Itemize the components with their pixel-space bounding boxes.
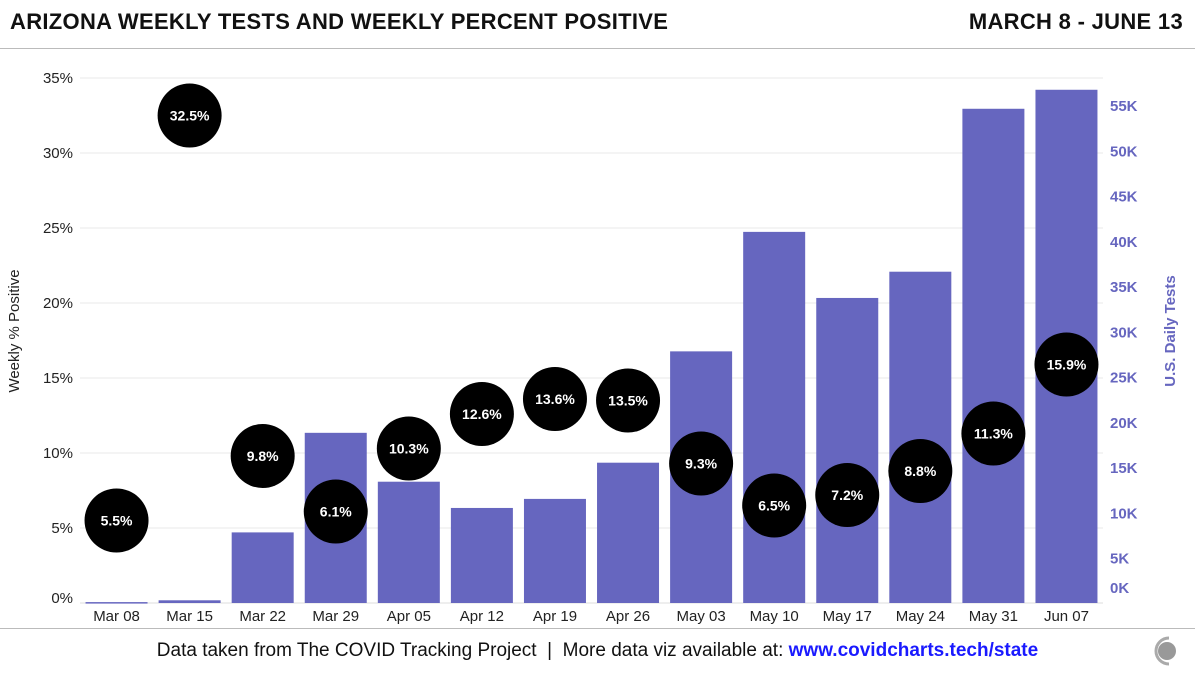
bar bbox=[816, 297, 879, 603]
chart-title: ARIZONA WEEKLY TESTS AND WEEKLY PERCENT … bbox=[10, 9, 669, 34]
bar bbox=[377, 481, 440, 603]
y2-tick-label: 30K bbox=[1110, 324, 1138, 341]
x-tick-label: May 31 bbox=[969, 608, 1018, 625]
percent-label: 5.5% bbox=[101, 513, 133, 529]
x-tick-label: Apr 05 bbox=[387, 608, 431, 625]
bar bbox=[231, 532, 294, 603]
footer: Data taken from The COVID Tracking Proje… bbox=[0, 628, 1195, 674]
bar bbox=[889, 271, 952, 603]
percent-label: 13.6% bbox=[535, 391, 575, 407]
y-tick-label: 35% bbox=[43, 70, 73, 87]
bar bbox=[962, 108, 1025, 603]
y2-tick-label: 55K bbox=[1110, 98, 1138, 115]
x-tick-label: Mar 22 bbox=[239, 608, 286, 625]
percent-marker bbox=[815, 463, 880, 527]
y2-tick-label: 0K bbox=[1110, 580, 1129, 597]
percent-marker bbox=[596, 368, 661, 433]
date-range: MARCH 8 - JUNE 13 bbox=[968, 9, 1183, 34]
bar bbox=[85, 602, 148, 604]
y2-tick-label: 50K bbox=[1110, 143, 1138, 160]
bar bbox=[743, 231, 806, 603]
y-tick-label: 0% bbox=[51, 590, 73, 607]
y-tick-label: 20% bbox=[43, 295, 73, 312]
percent-label: 12.6% bbox=[462, 406, 502, 422]
percent-marker bbox=[669, 431, 734, 496]
percent-marker bbox=[449, 382, 514, 446]
y-tick-label: 15% bbox=[43, 370, 73, 387]
x-tick-label: Jun 07 bbox=[1044, 608, 1089, 625]
percent-label: 6.5% bbox=[758, 498, 790, 514]
separator: | bbox=[547, 640, 553, 661]
y2-tick-label: 5K bbox=[1110, 551, 1129, 568]
x-tick-label: Apr 12 bbox=[460, 608, 504, 625]
y2-axis-label: U.S. Daily Tests bbox=[1162, 275, 1179, 386]
y-tick-label: 25% bbox=[43, 220, 73, 237]
x-tick-label: Mar 08 bbox=[93, 608, 140, 625]
percent-marker bbox=[522, 367, 587, 431]
y-tick-label: 10% bbox=[43, 445, 73, 462]
y2-tick-label: 25K bbox=[1110, 370, 1138, 387]
percent-marker bbox=[84, 488, 149, 553]
chart: 0% 5% 10% 15% 20% 25% 30% 35% 0K 5K 10K 15K 20K 25K 30… bbox=[6, 70, 1179, 625]
percent-marker bbox=[303, 479, 368, 544]
header: ARIZONA WEEKLY TESTS AND WEEKLY PERCENT … bbox=[0, 0, 1195, 49]
percent-marker bbox=[157, 83, 222, 148]
percent-marker bbox=[888, 439, 953, 503]
percent-label: 10.3% bbox=[389, 441, 429, 457]
logo-icon bbox=[1154, 636, 1176, 666]
y2-tick-label: 20K bbox=[1110, 415, 1138, 432]
y2-tick-label: 45K bbox=[1110, 189, 1138, 206]
percent-marker bbox=[742, 473, 807, 538]
percent-marker bbox=[961, 401, 1026, 466]
x-tick-label: May 17 bbox=[823, 608, 872, 625]
y2-tick-label: 10K bbox=[1110, 505, 1138, 522]
y2-tick-label: 35K bbox=[1110, 279, 1138, 296]
percent-label: 15.9% bbox=[1047, 357, 1087, 373]
percent-label: 7.2% bbox=[831, 487, 863, 503]
x-tick-label: May 03 bbox=[677, 608, 726, 625]
y2-tick-label: 40K bbox=[1110, 234, 1138, 251]
bar bbox=[158, 600, 221, 603]
percent-marker bbox=[230, 424, 295, 488]
source-text: Data taken from The COVID Tracking Proje… bbox=[156, 640, 537, 661]
more-text: More data viz available at: bbox=[562, 640, 784, 661]
percent-marker bbox=[1034, 332, 1099, 397]
x-tick-label: May 10 bbox=[750, 608, 799, 625]
x-tick-label: Apr 19 bbox=[533, 608, 577, 625]
bar bbox=[523, 498, 586, 603]
x-tick-label: Mar 29 bbox=[312, 608, 359, 625]
percent-label: 32.5% bbox=[170, 108, 210, 124]
percent-marker bbox=[376, 416, 441, 481]
site-link[interactable]: www.covidcharts.tech/state bbox=[788, 640, 1039, 661]
y2-tick-label: 15K bbox=[1110, 460, 1138, 477]
percent-label: 8.8% bbox=[904, 463, 936, 479]
percent-label: 9.8% bbox=[247, 448, 279, 464]
percent-label: 11.3% bbox=[974, 426, 1013, 442]
bar bbox=[597, 462, 660, 603]
y-tick-label: 5% bbox=[51, 520, 73, 537]
x-tick-label: May 24 bbox=[896, 608, 945, 625]
y-axis-label: Weekly % Positive bbox=[6, 269, 23, 392]
x-tick-label: Mar 15 bbox=[166, 608, 213, 625]
x-tick-label: Apr 26 bbox=[606, 608, 650, 625]
bar bbox=[450, 507, 513, 603]
percent-label: 13.5% bbox=[608, 393, 648, 409]
percent-label: 9.3% bbox=[685, 456, 717, 472]
percent-label: 6.1% bbox=[320, 504, 352, 520]
y-tick-label: 30% bbox=[43, 145, 73, 162]
